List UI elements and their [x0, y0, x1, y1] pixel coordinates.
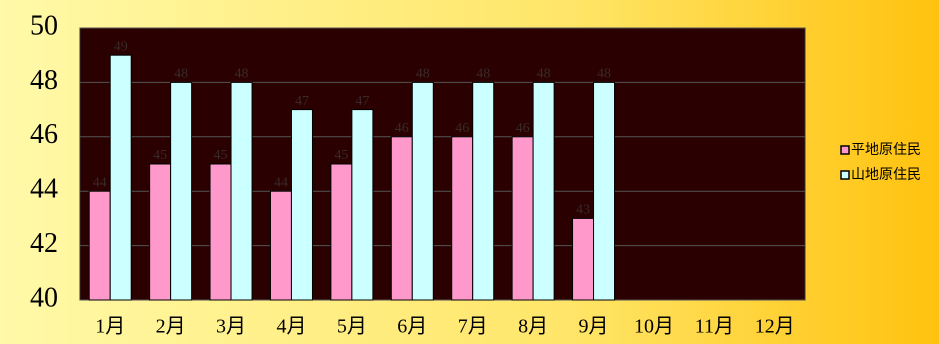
bar	[330, 163, 353, 301]
bar	[411, 81, 434, 301]
x-tick-label: 9月	[579, 316, 609, 338]
data-label: 45	[214, 148, 228, 163]
data-label: 48	[235, 67, 249, 82]
bar	[149, 163, 172, 301]
bar	[390, 136, 413, 301]
data-label: 48	[174, 67, 188, 82]
bar	[209, 163, 232, 301]
data-label: 45	[334, 148, 348, 163]
bar	[230, 81, 253, 301]
y-tick-label: 50	[30, 10, 58, 41]
bar	[88, 190, 111, 301]
x-tick-label: 4月	[276, 316, 306, 338]
bar	[269, 190, 292, 301]
bar	[472, 81, 495, 301]
legend-swatch	[840, 145, 850, 155]
legend-swatch	[840, 170, 850, 180]
legend-label: 山地原住民	[851, 167, 921, 183]
x-tick-label: 11月	[695, 316, 734, 338]
y-tick-label: 46	[30, 119, 58, 150]
data-label: 48	[476, 67, 490, 82]
x-tick-label: 3月	[216, 316, 246, 338]
y-tick-label: 48	[30, 65, 58, 96]
y-tick-label: 40	[30, 282, 58, 313]
bar	[170, 81, 193, 301]
bar	[532, 81, 555, 301]
data-label: 48	[416, 67, 430, 82]
x-tick-label: 10月	[634, 316, 674, 338]
data-label: 43	[576, 203, 590, 218]
bar	[572, 217, 595, 301]
bar	[511, 136, 534, 301]
y-tick-label: 42	[30, 228, 58, 259]
data-label: 47	[295, 94, 309, 109]
x-tick-label: 6月	[397, 316, 427, 338]
data-label: 46	[395, 121, 409, 136]
x-tick-label: 8月	[518, 316, 548, 338]
data-label: 44	[274, 175, 288, 190]
data-label: 45	[153, 148, 167, 163]
bar	[290, 109, 313, 301]
data-label: 49	[114, 39, 128, 54]
bar	[451, 136, 474, 301]
x-tick-label: 12月	[755, 316, 795, 338]
x-tick-label: 7月	[458, 316, 488, 338]
data-label: 48	[537, 67, 551, 82]
data-label: 48	[597, 67, 611, 82]
x-tick-label: 1月	[95, 316, 125, 338]
bar	[109, 54, 132, 301]
data-label: 44	[93, 175, 107, 190]
legend-label: 平地原住民	[851, 142, 921, 158]
data-label: 46	[516, 121, 530, 136]
bar	[351, 109, 374, 301]
y-tick-label: 44	[30, 174, 58, 205]
plot-area	[79, 27, 806, 301]
bar	[593, 81, 616, 301]
data-label: 46	[455, 121, 469, 136]
x-tick-label: 5月	[337, 316, 367, 338]
data-label: 47	[355, 94, 369, 109]
x-tick-label: 2月	[156, 316, 186, 338]
